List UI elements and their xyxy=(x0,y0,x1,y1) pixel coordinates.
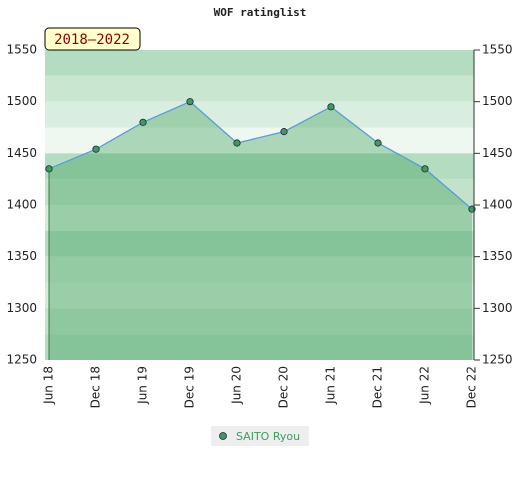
y-tick-label: 1400 xyxy=(6,198,37,212)
marker xyxy=(233,139,241,147)
band xyxy=(45,127,474,154)
x-tick-label: Dec 18 xyxy=(89,366,103,408)
y-tick-label: 1350 xyxy=(6,249,37,263)
marker xyxy=(45,165,53,173)
y-tick-label-right: 1450 xyxy=(482,146,513,160)
y-tick-label: 1500 xyxy=(6,94,37,108)
marker xyxy=(139,118,147,126)
band xyxy=(45,256,474,283)
annotation: 2018–2022 xyxy=(54,32,130,48)
marker xyxy=(92,145,100,153)
x-tick-label: Dec 21 xyxy=(371,366,385,408)
y-tick-label-right: 1500 xyxy=(482,94,513,108)
band xyxy=(45,308,474,335)
marker xyxy=(421,165,429,173)
band xyxy=(45,230,474,257)
chart-title: WOF ratinglist xyxy=(214,6,307,19)
band xyxy=(45,75,474,102)
plot xyxy=(45,98,476,361)
legend-label: SAITO Ryou xyxy=(236,430,300,443)
y-tick-label: 1450 xyxy=(6,146,37,160)
marker xyxy=(280,128,288,136)
y-tick-label: 1300 xyxy=(6,301,37,315)
y-tick-label: 1250 xyxy=(6,353,37,367)
legend xyxy=(211,426,309,446)
x-tick-label: Jun 18 xyxy=(42,366,56,405)
x-tick-label: Jun 19 xyxy=(136,366,150,405)
y-tick-label-right: 1250 xyxy=(482,353,513,367)
band xyxy=(45,334,474,360)
x-tick-label: Jun 22 xyxy=(418,366,432,405)
marker xyxy=(327,103,335,111)
y-tick-label-right: 1550 xyxy=(482,43,513,57)
y-tick-label-right: 1300 xyxy=(482,301,513,315)
background xyxy=(45,50,474,360)
annotation-box xyxy=(44,27,141,51)
legend-marker xyxy=(219,432,227,440)
x-tick-label: Dec 19 xyxy=(183,366,197,408)
band xyxy=(45,153,474,180)
band xyxy=(45,205,474,231)
area xyxy=(49,101,472,361)
marker xyxy=(186,98,194,106)
band xyxy=(45,179,474,205)
band xyxy=(45,101,474,128)
y-tick-label-right: 1350 xyxy=(482,249,513,263)
x-tick-label: Dec 20 xyxy=(277,366,291,408)
marker xyxy=(374,139,382,147)
band xyxy=(45,50,474,76)
band xyxy=(45,282,474,309)
line xyxy=(48,100,473,210)
x-tick-label: Jun 21 xyxy=(324,366,338,405)
y-tick-label: 1550 xyxy=(6,43,37,57)
x-tick-label: Dec 22 xyxy=(465,366,479,408)
y-tick-label-right: 1400 xyxy=(482,198,513,212)
x-tick-label: Jun 20 xyxy=(230,366,244,405)
